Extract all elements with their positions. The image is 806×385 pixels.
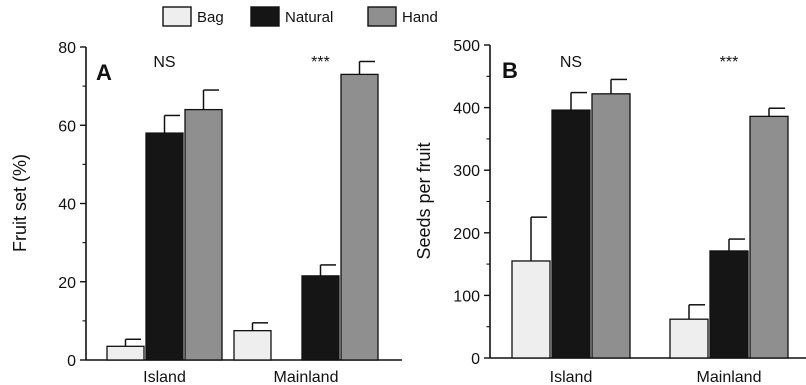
panel-a-significance-island: NS (153, 54, 175, 71)
legend-label-bag: Bag (197, 9, 224, 26)
panel-a-significance-mainland: *** (311, 54, 330, 71)
panel-b-y-tick-label: 200 (453, 226, 480, 243)
panel-b-bar-hand-island (591, 93, 631, 359)
panel-b-significance-mainland: *** (720, 54, 739, 71)
panel-a-bar-hand-mainland (340, 73, 379, 361)
panel-a-bar-natural-mainland (301, 275, 340, 361)
panel-b-bar-bag-mainland (669, 318, 709, 359)
panel-b-significance-island: NS (560, 54, 582, 71)
panel-b-y-axis-title: Seeds per fruit (414, 142, 434, 259)
panel-a-bar-hand-island (184, 108, 223, 361)
panel-b-seeds-per-fruit: 0 100 200 300 400 500 Seeds per fruit B Island NS… (414, 38, 806, 385)
panel-b-bar-natural-mainland (709, 250, 749, 359)
legend: Bag Natural Hand (162, 6, 438, 27)
panel-a-y-axis-title: Fruit set (%) (10, 154, 30, 252)
panel-a-bar-bag-island (106, 345, 145, 361)
panel-b-y-tick-label: 100 (453, 288, 480, 305)
panel-b-bar-hand-mainland (749, 115, 789, 359)
panel-a-category-label-island: Island (143, 369, 186, 385)
panel-b-y-tick-label: 400 (453, 101, 480, 118)
legend-swatch-hand (367, 6, 397, 27)
panel-b-category-label-island: Island (550, 369, 593, 385)
panel-a-y-tick-label: 60 (58, 118, 76, 135)
panel-a-y-tick-label: 0 (67, 353, 76, 370)
panel-b-y-tick-label: 0 (471, 351, 480, 368)
panel-a-letter: A (96, 60, 112, 85)
panel-b-letter: B (502, 58, 518, 83)
panel-a-y-tick-label: 20 (58, 275, 76, 292)
panel-b-y-tick-label: 500 (453, 38, 480, 55)
panel-b-y-tick-label: 300 (453, 163, 480, 180)
panel-a-y-tick-label: 80 (58, 40, 76, 57)
panel-a-y-tick-label: 40 (58, 197, 76, 214)
panel-a-bar-bag-mainland (233, 330, 272, 361)
panel-a-category-label-mainland: Mainland (274, 369, 339, 385)
panel-b-bar-bag-island (511, 260, 551, 359)
legend-label-hand: Hand (402, 9, 438, 26)
panel-a-bar-natural-island (145, 132, 184, 361)
panel-a-fruit-set: 0 20 40 60 80 Fruit set (%) A Island NS Mainland *… (10, 40, 402, 385)
legend-label-natural: Natural (285, 9, 333, 26)
panel-b-bar-natural-island (551, 109, 591, 359)
legend-swatch-bag (162, 6, 192, 27)
panel-b-category-label-mainland: Mainland (697, 369, 762, 385)
legend-swatch-natural (250, 6, 280, 27)
